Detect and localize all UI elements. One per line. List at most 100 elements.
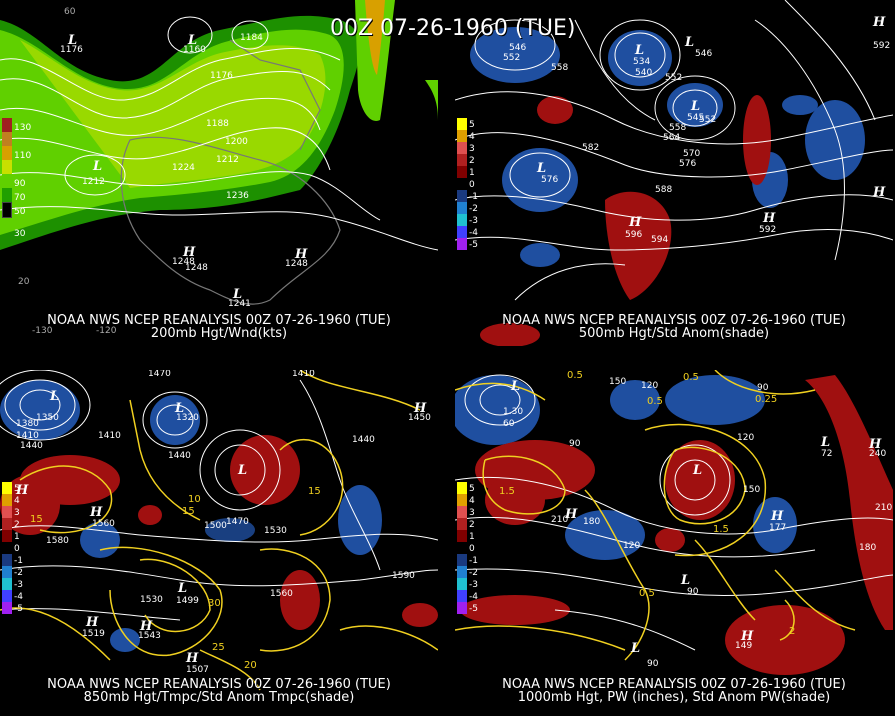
panel-caption: NOAA NWS NCEP REANALYSIS 00Z 07-26-1960 … [502,313,846,328]
temp-30: 30 [208,598,221,609]
pw-1.5b: 1.5 [499,486,515,497]
lat-20: 20 [18,277,30,287]
legend-label: -3 [14,580,23,590]
label-1470: 1470 [148,370,171,379]
panel-subcaption: 850mb Hgt/Tmpc/Std Anom Tmpc(shade) [83,690,355,705]
label-149: 149 [735,641,752,651]
legend-label: 4 [14,496,20,506]
label-210b: 210 [551,515,568,525]
label-1530: 1530 [140,595,163,605]
label-1543: 1543 [138,631,161,641]
temp-10: 10 [188,494,201,505]
svg-text:L: L [630,641,640,656]
lon-130: -130 [32,326,53,336]
legend-label: 1 [469,168,475,178]
legend-200mb [2,118,12,218]
legend-label: 90 [14,179,26,189]
label-1440c: 1440 [352,435,375,445]
lat-60: 60 [64,7,76,17]
svg-text:H: H [740,629,754,644]
label-1500: 1500 [204,521,227,531]
panel-200mb: 1176 1160 1184 1176 1188 1200 1212 1224 … [0,0,438,346]
svg-text:L: L [684,35,694,50]
legend-label: -5 [469,604,478,614]
label-1530b: 1530 [264,526,287,536]
label-1560b: 1560 [270,589,293,599]
svg-text:H: H [413,401,427,416]
label-150: 150 [609,377,626,387]
legend-label: 2 [469,156,475,166]
label-210: 210 [875,503,892,513]
svg-text:L: L [634,43,644,58]
label-1184: 1184 [240,33,263,43]
label-558: 558 [551,63,568,73]
label-1224: 1224 [172,163,195,173]
label-60: 60 [503,419,515,429]
pw-0.5a: 0.5 [567,370,583,381]
label-588: 588 [655,185,672,195]
label-1410b: 1410 [16,431,39,441]
label-1410c: 1410 [98,431,121,441]
legend-label: 50 [14,207,26,217]
pw-0.25: 0.25 [755,394,777,405]
label-1470b: 1470 [226,517,249,527]
svg-text:L: L [237,463,247,478]
temp-15a: 15 [30,514,43,525]
legend-label: 4 [469,496,475,506]
svg-text:L: L [92,159,102,174]
map-500mb: 546 552 558 534 540 546 552 558 564 570 … [455,0,893,346]
label-552c: 552 [699,115,716,125]
pw-0.5c: 0.5 [647,396,663,407]
label-1320: 1320 [176,413,199,423]
legend-label: -4 [14,592,23,602]
svg-text:H: H [872,185,886,200]
svg-text:H: H [770,509,784,524]
svg-text:H: H [15,483,29,498]
legend-label: 4 [469,132,475,142]
svg-text:L: L [690,99,700,114]
svg-text:H: H [85,615,99,630]
map-title: 00Z 07-26-1960 (TUE) [330,16,576,41]
legend-label: -4 [469,592,478,602]
label-558b: 558 [669,123,686,133]
label-570: 570 [683,149,700,159]
svg-text:L: L [680,573,690,588]
legend-label: 0 [469,180,475,190]
legend-label: 5 [469,120,475,130]
legend-label: -2 [469,204,478,214]
legend-label: 130 [14,123,32,133]
label-1519: 1519 [82,629,105,639]
svg-text:H: H [139,619,153,634]
svg-text:L: L [67,33,77,48]
svg-text:L: L [49,389,59,404]
legend-850mb [2,482,12,614]
label-150b: 150 [743,485,760,495]
legend-label: -5 [469,240,478,250]
label-180: 180 [859,543,876,553]
temp-15b: 15 [182,506,195,517]
label-1212-low: 1212 [82,177,105,187]
legend-500mb [457,118,467,250]
legend-label: -2 [469,568,478,578]
svg-text:L: L [820,435,830,450]
panel-caption: NOAA NWS NCEP REANALYSIS 00Z 07-26-1960 … [47,677,391,692]
label-1350: 1350 [36,413,59,423]
label-576-low: 576 [541,175,558,185]
label-120: 120 [641,381,658,391]
panel-1000mb: 0.5 0.5 0.5 0.25 1.5 0.5 1.5 2 150 120 9… [455,370,893,716]
label-1499: 1499 [176,596,199,606]
label-1380: 1380 [16,419,39,429]
legend-label: 3 [14,508,20,518]
legend-label: 1 [14,532,20,542]
svg-text:H: H [868,437,882,452]
map-200mb: 1176 1160 1184 1176 1188 1200 1212 1224 … [0,0,438,336]
label-1590: 1590 [392,571,415,581]
temp-15c: 15 [308,486,321,497]
svg-text:H: H [294,247,308,262]
legend-1000mb [457,482,467,614]
label-1248c: 1248 [285,259,308,269]
label-1580: 1580 [46,536,69,546]
label-120c: 120 [623,541,640,551]
legend-label: 5 [469,484,475,494]
legend-label: -1 [469,192,478,202]
